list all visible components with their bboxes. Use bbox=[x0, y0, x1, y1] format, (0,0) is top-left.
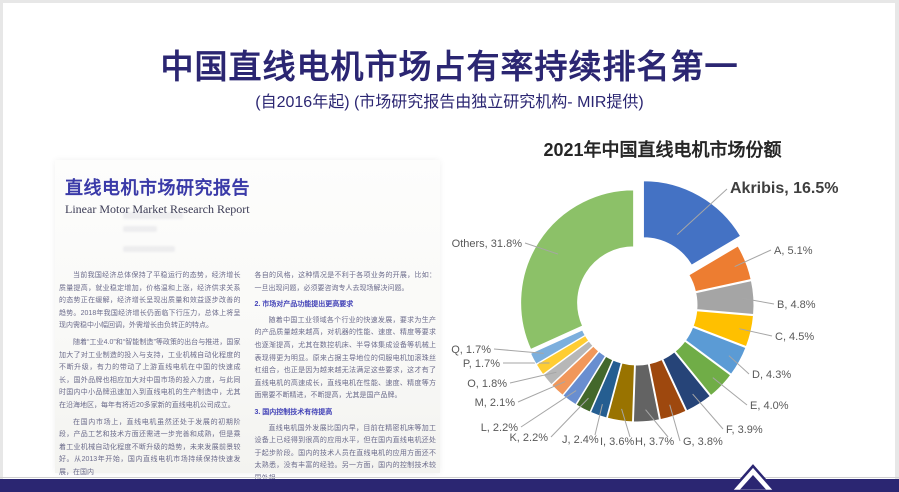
frame-edge-left bbox=[0, 0, 3, 480]
pie-slice-b bbox=[695, 280, 755, 316]
leader-line-e bbox=[712, 377, 748, 406]
slice-label-j: J, 2.4% bbox=[562, 434, 599, 446]
donut-chart: Akribis, 16.5% A, 5.1% B, 4.8% C, 4.5% D, 4.… bbox=[451, 180, 839, 448]
report-paragraph: 随着“工业4.0”和“智能制造”等政策的出台与推进，国家加大了对工业制造的投入与… bbox=[59, 338, 241, 409]
leader-line-m bbox=[517, 381, 566, 403]
slice-label-akribis: Akribis, 16.5% bbox=[730, 180, 839, 197]
leader-line-h bbox=[645, 409, 669, 438]
pie-slice-others bbox=[520, 189, 635, 351]
report-subtitle: Linear Motor Market Research Report bbox=[65, 202, 250, 216]
leader-line-f bbox=[692, 393, 724, 430]
slice-label-others: Others, 31.8% bbox=[452, 238, 523, 250]
slice-label-b: B, 4.8% bbox=[777, 299, 816, 311]
pie-slice-h bbox=[632, 363, 661, 423]
slice-label-d: D, 4.3% bbox=[752, 369, 791, 381]
slice-label-i: I, 3.6% bbox=[600, 436, 634, 448]
report-paragraph: 各自的风格，这种情况是不利于各项业务的开展，比如：一旦出现问题，必须要咨询专人去… bbox=[254, 272, 437, 292]
pie-slice-d bbox=[684, 326, 747, 375]
slice-label-g: G, 3.8% bbox=[683, 436, 723, 448]
report-right-column: 各自的风格，这种情况是不利于各项业务的开展，比如：一旦出现问题，必须要咨询专人去… bbox=[255, 270, 437, 490]
leader-line-k bbox=[550, 397, 589, 438]
report-title: 直线电机市场研究报告 bbox=[65, 178, 250, 198]
leader-line-o bbox=[509, 371, 557, 384]
report-paragraph: 直线电机国外发展比国内早，目前在精密机床等加工设备上已经得到很高的应用水平，但在… bbox=[254, 424, 437, 482]
report-section-heading: 3. 国内控制技术有待提高 bbox=[254, 408, 333, 416]
pie-slice-e bbox=[674, 340, 732, 397]
slice-label-k: K, 2.2% bbox=[509, 432, 548, 444]
slice-label-o: O, 1.8% bbox=[467, 378, 507, 390]
pie-slice-j bbox=[589, 359, 622, 419]
slice-label-c: C, 4.5% bbox=[775, 331, 814, 343]
pie-slice-i bbox=[606, 362, 635, 423]
leader-line-c bbox=[739, 328, 773, 337]
report-section-heading: 2. 市场对产品功能提出更高要求 bbox=[254, 301, 354, 309]
leader-line-l bbox=[520, 390, 577, 428]
report-paragraph: 当前我国经济总体保持了平稳运行的态势，经济增长质量提高，就业稳定增加，价格温和上… bbox=[59, 272, 241, 330]
slice-label-q: Q, 1.7% bbox=[451, 344, 491, 356]
leader-line-a bbox=[734, 249, 772, 267]
report-left-column: 当前我国经济总体保持了平稳运行的态势，经济增长质量提高，就业稳定增加，价格温和上… bbox=[59, 270, 241, 490]
leader-line-q bbox=[493, 348, 544, 354]
leader-line-others bbox=[524, 242, 559, 255]
report-body: 当前我国经济总体保持了平稳运行的态势，经济增长质量提高，就业稳定增加，价格温和上… bbox=[59, 270, 436, 490]
report-paragraph: 在国内市场上，直线电机虽然还处于发展的初期阶段，产品工艺和技术方面还需进一步完善… bbox=[59, 418, 241, 476]
photo-artifact bbox=[123, 212, 183, 219]
slice-label-a: A, 5.1% bbox=[774, 245, 813, 257]
leader-line-akribis bbox=[676, 188, 728, 235]
slice-label-e: E, 4.0% bbox=[750, 400, 789, 412]
chart-title: 2021年中国直线电机市场份额 bbox=[543, 140, 782, 160]
pie-slice-k bbox=[575, 355, 614, 413]
slice-label-l: L, 2.2% bbox=[481, 422, 519, 434]
photo-artifact bbox=[123, 226, 157, 232]
footer-divider bbox=[0, 477, 899, 478]
slice-label-m: M, 2.1% bbox=[475, 397, 516, 409]
photo-artifact bbox=[123, 246, 175, 252]
frame-edge-right bbox=[895, 0, 899, 480]
pie-slice-akribis bbox=[642, 180, 742, 266]
pie-slice-g bbox=[648, 358, 687, 421]
pie-slice-a bbox=[688, 245, 752, 293]
frame-edge-top bbox=[0, 0, 899, 3]
leader-line-b bbox=[741, 297, 775, 305]
akribis-logo-icon bbox=[729, 464, 777, 492]
slide-subtitle: (自2016年起) (市场研究报告由独立研究机构- MIR提供) bbox=[255, 94, 644, 111]
pie-slice-c bbox=[692, 310, 755, 348]
pie-slice-l bbox=[562, 350, 607, 406]
slice-label-h: H, 3.7% bbox=[635, 436, 674, 448]
slide-title: 中国直线电机市场占有率持续排名第一 bbox=[160, 48, 739, 85]
slice-label-p: P, 1.7% bbox=[463, 358, 500, 370]
leader-line-j bbox=[594, 404, 603, 436]
pie-slice-f bbox=[662, 351, 711, 412]
pie-slice-q bbox=[529, 329, 586, 365]
leader-line-g bbox=[669, 404, 681, 442]
footer-bar bbox=[0, 479, 899, 492]
report-paragraph: 随着中国工业领域各个行业的快速发展，要求为生产的产品质量越来越高，对机器的性能、… bbox=[254, 316, 437, 400]
slice-label-f: F, 3.9% bbox=[726, 424, 763, 436]
leader-line-i bbox=[621, 408, 631, 438]
report-photo: 直线电机市场研究报告 Linear Motor Market Research … bbox=[55, 160, 440, 482]
leader-line-d bbox=[728, 355, 750, 375]
